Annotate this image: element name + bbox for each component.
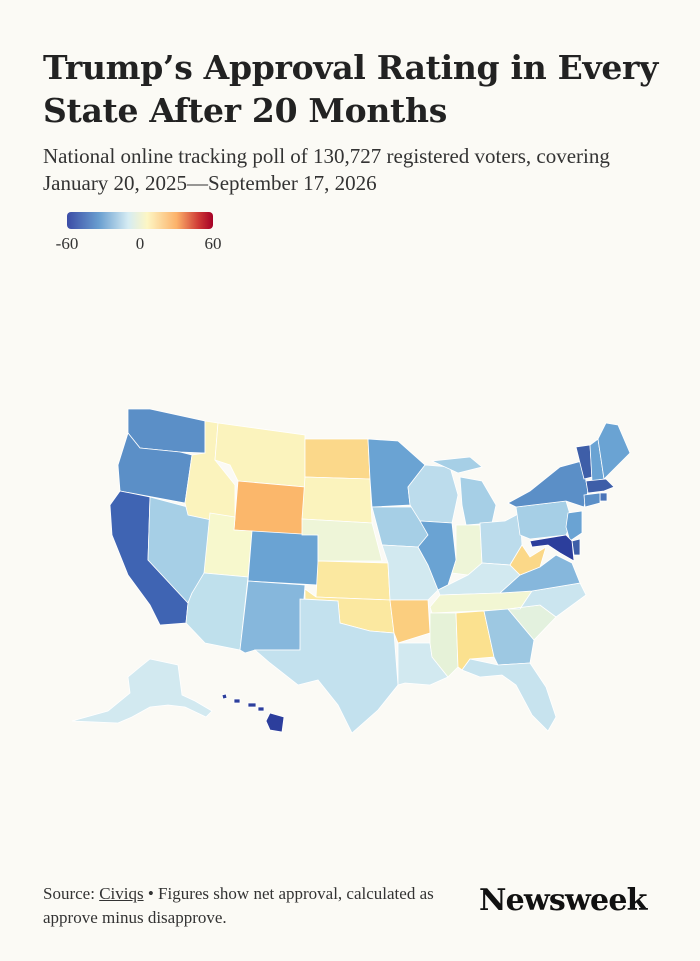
source-prefix: Source: xyxy=(43,884,95,903)
newsweek-logo: Newsweek xyxy=(479,883,647,918)
chart-title: Trump’s Approval Rating in Every State A… xyxy=(43,48,659,130)
footer-note: Figures show net approval, calculated as… xyxy=(43,884,434,927)
state-CO[interactable] xyxy=(247,530,319,586)
state-AK[interactable] xyxy=(71,658,213,724)
us-state-map xyxy=(71,408,631,734)
state-PA[interactable] xyxy=(515,500,573,540)
source-link-civiqs[interactable]: Civiqs xyxy=(99,884,144,903)
state-WV[interactable] xyxy=(509,544,547,576)
legend-tick-zero: 0 xyxy=(135,234,145,253)
state-NJ[interactable] xyxy=(565,510,583,542)
state-SD[interactable] xyxy=(301,476,373,524)
legend-gradient-bar xyxy=(67,212,213,229)
state-HI[interactable] xyxy=(221,693,285,733)
legend-tick-max: 60 xyxy=(204,234,222,253)
state-MD[interactable] xyxy=(529,534,575,562)
state-TX[interactable] xyxy=(253,598,399,734)
state-MA[interactable] xyxy=(585,478,615,494)
state-WA[interactable] xyxy=(127,408,206,454)
legend-tick-min: -60 xyxy=(55,234,79,253)
source-note: Source: Civiqs • Figures show net approv… xyxy=(43,882,443,930)
state-ND[interactable] xyxy=(304,438,371,480)
state-WI[interactable] xyxy=(407,464,459,524)
state-WY[interactable] xyxy=(233,480,306,536)
state-CT[interactable] xyxy=(583,492,601,508)
state-RI[interactable] xyxy=(599,492,608,502)
state-KS[interactable] xyxy=(315,560,391,601)
source-bullet: • xyxy=(147,884,154,903)
state-FL[interactable] xyxy=(461,658,557,732)
state-AR[interactable] xyxy=(389,599,431,644)
state-NM[interactable] xyxy=(239,580,306,654)
chart-subtitle: National online tracking poll of 130,727… xyxy=(43,144,610,195)
state-ME[interactable] xyxy=(597,422,631,480)
color-legend: -60 0 60 xyxy=(48,211,228,253)
state-NY[interactable] xyxy=(507,460,589,508)
